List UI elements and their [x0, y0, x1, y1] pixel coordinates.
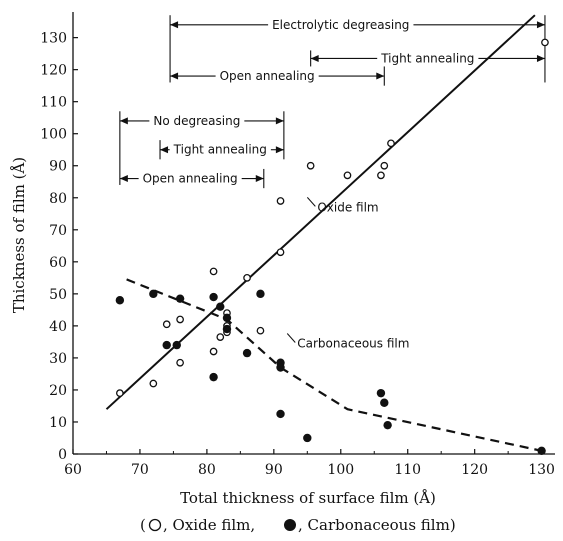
arrow-head	[536, 54, 545, 62]
carbonaceous-point	[209, 372, 218, 382]
arrow-head	[160, 146, 169, 154]
arrow-head	[255, 175, 264, 183]
oxide-point	[209, 347, 218, 356]
y-tick-label: 70	[49, 223, 67, 239]
x-axis-title: Total thickness of surface film (Å)	[180, 489, 436, 507]
oxide-point	[209, 267, 218, 276]
caption-oxide-marker	[148, 518, 162, 532]
curve-label: Oxide film	[317, 200, 378, 214]
arrow-head	[119, 175, 128, 183]
arrow-head	[536, 21, 545, 29]
curve-label-leader	[306, 197, 316, 207]
oxide-point	[216, 333, 225, 341]
arrow-head	[119, 117, 128, 125]
y-tick-label: 40	[49, 319, 67, 335]
y-tick-label: 60	[49, 255, 67, 271]
carbonaceous-point	[222, 324, 232, 334]
range-label: Electrolytic degreasing	[272, 18, 409, 32]
oxide-point	[387, 139, 395, 148]
curve-label-leader	[286, 333, 296, 343]
x-tick-label: 80	[198, 462, 216, 478]
oxide-point	[276, 197, 285, 205]
carbonaceous-point	[376, 388, 386, 398]
data-points	[115, 38, 549, 455]
carbonaceous-point	[216, 302, 225, 311]
oxide-point	[162, 320, 171, 329]
x-tick-label: 110	[394, 462, 421, 478]
carbonaceous-point	[303, 433, 312, 443]
x-tick-label: 60	[64, 462, 82, 478]
legend-caption: ( , Oxide film, , Carbonaceous film)	[140, 516, 456, 534]
range-label: Tight annealing	[380, 51, 474, 65]
oxide-point	[243, 273, 251, 282]
range-label: No degreasing	[153, 114, 240, 128]
curve-label: Carbonaceous film	[297, 337, 409, 351]
carbonaceous-point	[380, 398, 389, 407]
carbonaceous-point	[383, 420, 392, 430]
carbonaceous-point	[209, 292, 218, 302]
carbonaceous-point	[276, 409, 285, 419]
y-tick-label: 20	[49, 383, 67, 399]
x-tick-label: 130	[528, 462, 555, 478]
carbonaceous-point	[256, 289, 265, 299]
caption-open: (	[140, 516, 146, 534]
arrow-head	[170, 21, 179, 29]
oxide-point	[377, 171, 385, 180]
oxide-point	[149, 379, 158, 388]
arrow-head	[376, 72, 385, 80]
carbonaceous-point	[175, 294, 185, 303]
x-tick-label: 70	[131, 462, 149, 478]
fit-lines	[105, 14, 542, 452]
range-annotations: Electrolytic degreasing Tight annealing Op…	[119, 15, 546, 189]
carbonaceous-point	[172, 340, 181, 350]
arrow-head	[170, 72, 179, 80]
y-tick-label: 10	[49, 415, 67, 431]
x-tick-label: 100	[327, 462, 354, 478]
y-tick-label: 120	[40, 63, 67, 79]
range-label: Open annealing	[143, 172, 238, 186]
y-axis-title: Thickness of film (Å)	[10, 157, 28, 313]
axes: 60 70 80 90 100 110 120 130 0 10 20 30 40 50 60 70 80 90 1…	[40, 12, 555, 478]
x-tick-label: 90	[265, 462, 283, 478]
range-label: Open annealing	[220, 69, 315, 83]
curve-labels: Oxide film Carbonaceous film	[286, 197, 409, 351]
y-tick-label: 30	[49, 351, 67, 367]
oxide-point	[256, 326, 265, 335]
caption-oxide-label: , Oxide film,	[163, 516, 269, 534]
carbonaceous-point	[242, 348, 252, 358]
carbonaceous-point	[162, 340, 171, 350]
y-tick-label: 100	[40, 127, 67, 143]
oxide-point	[306, 161, 315, 170]
oxide-point	[176, 358, 184, 367]
y-tick-label: 80	[49, 191, 67, 207]
oxide-point	[276, 248, 285, 257]
y-tick-label: 0	[58, 447, 67, 463]
x-tick-label: 120	[461, 462, 488, 478]
y-tick-label: 130	[40, 31, 67, 47]
carbonaceous-point	[115, 296, 125, 305]
oxide-point	[343, 171, 352, 180]
carbonaceous-point	[276, 363, 285, 372]
carbonaceous-point	[149, 289, 158, 299]
y-tick-label: 90	[49, 159, 67, 175]
carbonaceous-point	[222, 313, 232, 323]
caption-carbonaceous-label: , Carbonaceous film)	[298, 516, 456, 534]
y-tick-label: 110	[40, 95, 67, 111]
carbonaceous-point	[537, 446, 546, 455]
caption-carbonaceous-marker	[284, 519, 296, 531]
oxide-point	[176, 315, 184, 324]
oxide-point	[116, 389, 124, 397]
y-tick-label: 50	[49, 287, 67, 303]
oxide-point	[380, 161, 389, 170]
arrow-head	[310, 54, 319, 62]
arrow-head	[275, 146, 284, 154]
arrow-head	[275, 117, 284, 125]
oxide-point	[541, 38, 549, 47]
fit-line-carbonaceous-film	[126, 278, 542, 452]
range-label: Tight annealing	[173, 143, 267, 157]
